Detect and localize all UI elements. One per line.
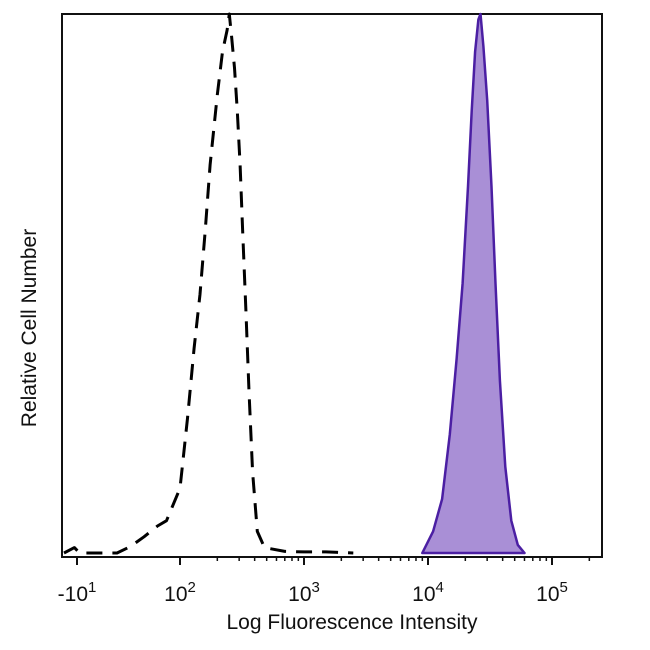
x-tick-label: 103 [288,579,320,606]
x-tick-label: -101 [58,579,97,606]
y-axis-title: Relative Cell Number [18,229,41,427]
series-layer [63,12,526,555]
x-axis-title: Log Fluorescence Intensity [227,611,478,634]
plot-area [61,13,603,558]
stained-histogram-peak [421,12,526,555]
x-axis-ticks: -101 102 103 104 105 [58,557,591,606]
x-tick-label: 102 [164,579,196,606]
x-tick-label: 105 [536,579,568,606]
control-histogram-line [63,12,354,555]
x-tick-label: 104 [412,579,444,606]
